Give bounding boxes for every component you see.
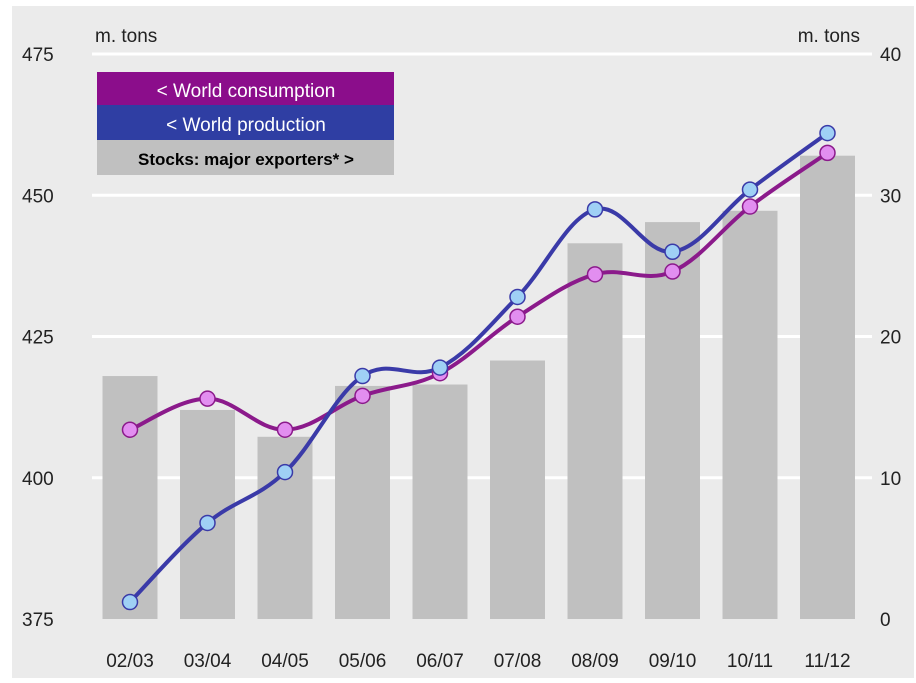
legend-stocks-label: Stocks: major exporters* > [138,150,354,169]
left-tick-label: 375 [22,610,54,631]
bar-stocks [335,386,390,619]
marker-production [433,360,448,375]
left-axis-unit: m. tons [95,26,157,47]
x-tick-label: 10/11 [727,651,773,672]
right-tick-label: 0 [880,610,891,631]
marker-production [123,595,138,610]
left-tick-label: 475 [22,45,54,66]
marker-consumption [200,391,215,406]
bar-stocks [800,156,855,619]
legend: < World consumption < World production S… [97,72,394,175]
marker-consumption [278,422,293,437]
x-tick-label: 08/09 [571,651,619,672]
x-tick-label: 03/04 [184,651,232,672]
bar-stocks [413,385,468,619]
marker-production [820,126,835,141]
x-tick-label: 09/10 [649,651,697,672]
x-tick-label: 11/12 [804,651,850,672]
marker-production [200,515,215,530]
legend-production-label: < World production [166,115,326,136]
marker-consumption [820,145,835,160]
marker-production [588,202,603,217]
bar-stocks [723,211,778,619]
x-tick-label: 04/05 [261,651,309,672]
marker-consumption [743,199,758,214]
marker-consumption [665,264,680,279]
right-axis-unit: m. tons [798,26,860,47]
marker-production [355,369,370,384]
marker-production [510,289,525,304]
right-tick-label: 30 [880,186,901,207]
left-tick-label: 450 [22,186,54,207]
bar-stocks [180,410,235,619]
right-tick-label: 20 [880,328,901,349]
bar-stocks [645,222,700,619]
marker-production [665,244,680,259]
marker-consumption [510,309,525,324]
legend-consumption-label: < World consumption [157,81,336,102]
marker-consumption [588,267,603,282]
marker-consumption [355,388,370,403]
bar-stocks [568,243,623,619]
x-tick-label: 02/03 [106,651,154,672]
x-tick-label: 06/07 [416,651,464,672]
right-tick-label: 40 [880,45,901,66]
x-tick-label: 05/06 [339,651,387,672]
right-tick-label: 10 [880,469,901,490]
x-tick-label: 07/08 [494,651,542,672]
marker-consumption [123,422,138,437]
marker-production [278,465,293,480]
left-tick-label: 400 [22,469,54,490]
bar-stocks [490,361,545,619]
left-tick-label: 425 [22,328,54,349]
marker-production [743,182,758,197]
